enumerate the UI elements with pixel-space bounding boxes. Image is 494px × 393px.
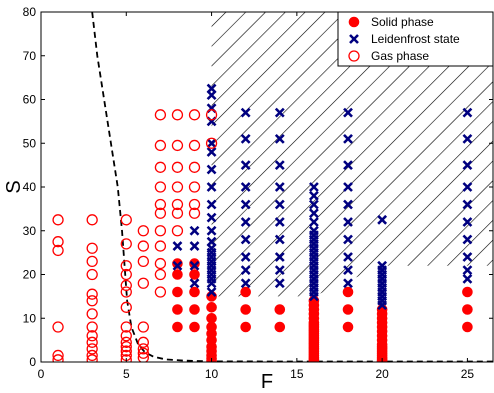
gas-phase-point: [138, 226, 148, 236]
y-tick-label: 70: [23, 49, 37, 63]
solid-phase-point: [241, 305, 251, 315]
leidenfrost-point: [191, 279, 199, 287]
y-tick-label: 30: [23, 224, 37, 238]
leidenfrost-point: [191, 227, 199, 235]
solid-phase-point: [343, 287, 353, 297]
gas-phase-point: [172, 182, 182, 192]
y-tick-label: 60: [23, 93, 37, 107]
solid-phase-point: [173, 270, 183, 280]
solid-phase-point: [190, 287, 200, 297]
solid-phase-point: [463, 322, 473, 332]
gas-phase-point: [53, 215, 63, 225]
x-tick-label: 5: [123, 367, 130, 381]
solid-phase-point: [241, 287, 251, 297]
leidenfrost-point: [463, 275, 471, 283]
leidenfrost-point: [173, 242, 181, 250]
gas-phase-point: [138, 278, 148, 288]
gas-phase-point: [155, 287, 165, 297]
x-axis-label: F: [261, 371, 273, 393]
solid-phase-point: [207, 313, 217, 323]
gas-phase-point: [155, 110, 165, 120]
legend: Solid phase Leidenfrost state Gas phase: [338, 12, 493, 66]
gas-phase-point: [190, 110, 200, 120]
gas-phase-point: [155, 140, 165, 150]
gas-phase-point: [172, 140, 182, 150]
gas-phase-point: [155, 226, 165, 236]
y-tick-label: 20: [23, 268, 37, 282]
gas-phase-point: [87, 243, 97, 253]
gas-phase-point: [87, 309, 97, 319]
x-tick-label: 25: [461, 367, 475, 381]
solid-phase-point: [173, 305, 183, 315]
gas-phase-point: [172, 226, 182, 236]
gas-phase-point: [87, 289, 97, 299]
x-tick-label: 10: [205, 367, 219, 381]
leidenfrost-point: [463, 266, 471, 274]
gas-phase-point: [138, 322, 148, 332]
gas-phase-point: [138, 241, 148, 251]
gas-phase-point: [87, 215, 97, 225]
gas-phase-point: [172, 162, 182, 172]
solid-phase-point: [241, 322, 251, 332]
legend-marker: [349, 17, 359, 27]
gas-phase-point: [155, 259, 165, 269]
gas-phase-point: [155, 241, 165, 251]
gas-phase-point: [138, 337, 148, 347]
solid-phase-point: [275, 305, 285, 315]
x-tick-label: 20: [375, 367, 389, 381]
solid-phase-point: [190, 305, 200, 315]
solid-phase-point: [190, 270, 200, 280]
gas-phase-point: [155, 162, 165, 172]
leidenfrost-point: [191, 242, 199, 250]
gas-phase-point: [190, 162, 200, 172]
gas-phase-point: [190, 140, 200, 150]
y-axis-label: S: [3, 180, 25, 193]
solid-phase-point: [207, 303, 217, 313]
gas-phase-point: [138, 256, 148, 266]
x-tick-label: 0: [38, 367, 45, 381]
gas-phase-point: [121, 215, 131, 225]
solid-phase-point: [190, 322, 200, 332]
y-tick-label: 50: [23, 136, 37, 150]
solid-phase-point: [463, 287, 473, 297]
gas-phase-point: [155, 182, 165, 192]
solid-phase-point: [173, 287, 183, 297]
y-tick-label: 80: [23, 5, 37, 19]
solid-phase-point: [463, 305, 473, 315]
gas-phase-point: [155, 270, 165, 280]
gas-phase-point: [190, 182, 200, 192]
legend-label: Solid phase: [371, 15, 434, 29]
gas-phase-point: [87, 256, 97, 266]
gas-phase-point: [121, 302, 131, 312]
solid-phase-point: [207, 322, 217, 332]
solid-phase-point: [275, 322, 285, 332]
legend-label: Leidenfrost state: [371, 32, 460, 46]
solid-phase-point: [173, 322, 183, 332]
y-tick-label: 0: [29, 355, 36, 369]
x-tick-label: 15: [290, 367, 304, 381]
gas-phase-point: [53, 322, 63, 332]
solid-phase-point: [343, 305, 353, 315]
gas-phase-point: [172, 110, 182, 120]
gas-phase-point: [87, 270, 97, 280]
solid-phase-point: [343, 322, 353, 332]
legend-label: Gas phase: [371, 49, 429, 63]
y-tick-label: 10: [23, 311, 37, 325]
